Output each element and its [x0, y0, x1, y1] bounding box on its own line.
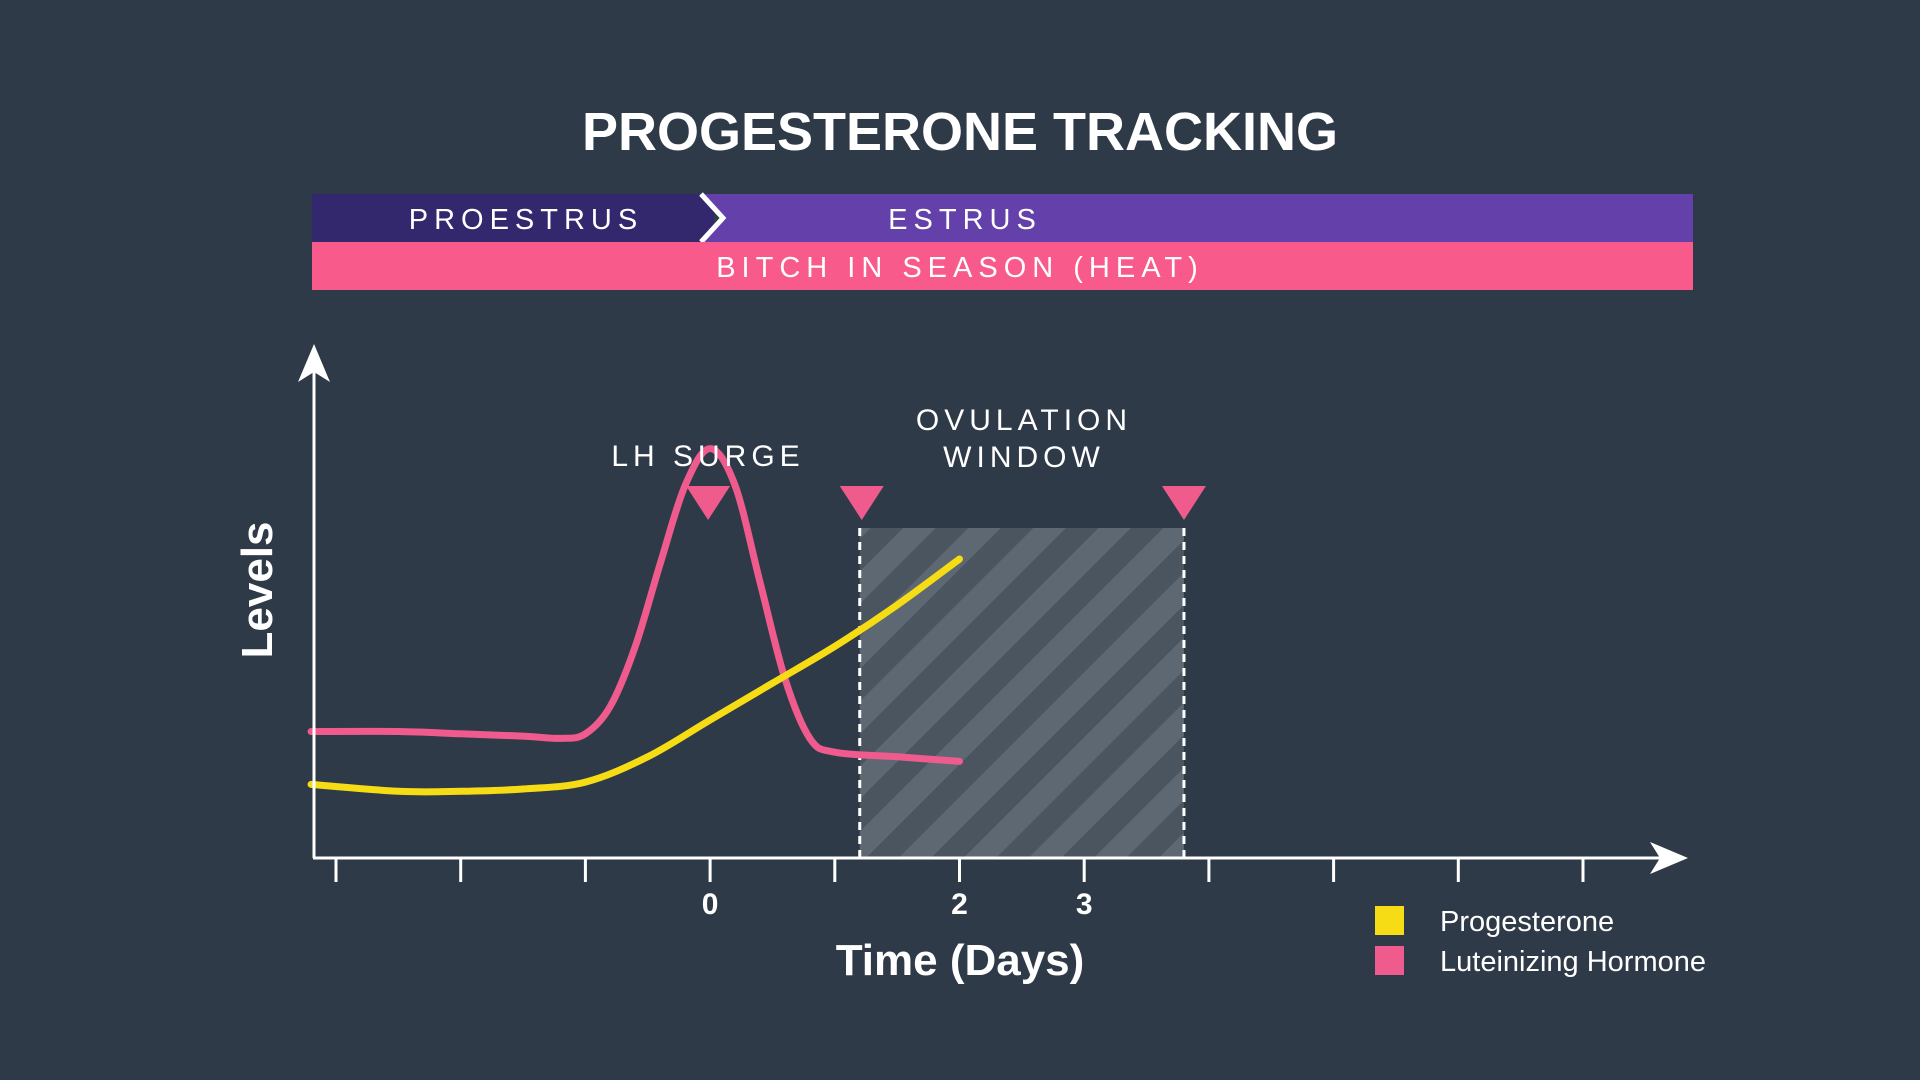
- series-line-progesterone: [307, 555, 963, 796]
- season-bar: [312, 242, 1693, 290]
- phase-bars: PROESTRUS ESTRUS BITCH IN SEASON (HEAT): [312, 192, 1693, 290]
- legend-label-lh: Luteinizing Hormone: [1440, 946, 1706, 978]
- ovulation-end-marker: [1161, 486, 1206, 520]
- x-tick-label: 3: [1076, 888, 1093, 921]
- y-axis-arrow: [298, 344, 330, 382]
- series-line-lh: [307, 445, 963, 765]
- ovulation-window-label-line1: OVULATION: [916, 404, 1132, 437]
- proestrus-label: PROESTRUS: [409, 204, 643, 236]
- ovulation-start-marker: [839, 486, 884, 520]
- lh-surge-marker: [686, 486, 731, 520]
- chart-title: PROGESTERONE TRACKING: [582, 102, 1338, 162]
- season-label: BITCH IN SEASON (HEAT): [716, 252, 1204, 284]
- lh-surge-label: LH SURGE: [611, 440, 804, 473]
- x-axis-arrow: [1650, 842, 1688, 874]
- legend: Progesterone Luteinizing Hormone: [1375, 906, 1706, 978]
- axes: [298, 344, 1688, 874]
- y-axis-label: Levels: [233, 522, 282, 659]
- legend-swatch-progesterone: [1375, 906, 1404, 935]
- legend-label-progesterone: Progesterone: [1440, 906, 1614, 938]
- x-axis-label: Time (Days): [836, 936, 1085, 985]
- ovulation-window-label-line2: WINDOW: [943, 441, 1105, 474]
- ovulation-window-area: [859, 528, 1184, 858]
- estrus-bar: [700, 194, 1693, 242]
- x-tick-label: 0: [702, 888, 719, 921]
- estrus-label: ESTRUS: [888, 204, 1042, 236]
- x-ticks: 0 2 3: [334, 858, 1585, 921]
- x-tick-label: 2: [951, 888, 968, 921]
- proestrus-bar: [312, 194, 714, 242]
- phase-chevron: [699, 192, 727, 244]
- legend-swatch-lh: [1375, 946, 1404, 975]
